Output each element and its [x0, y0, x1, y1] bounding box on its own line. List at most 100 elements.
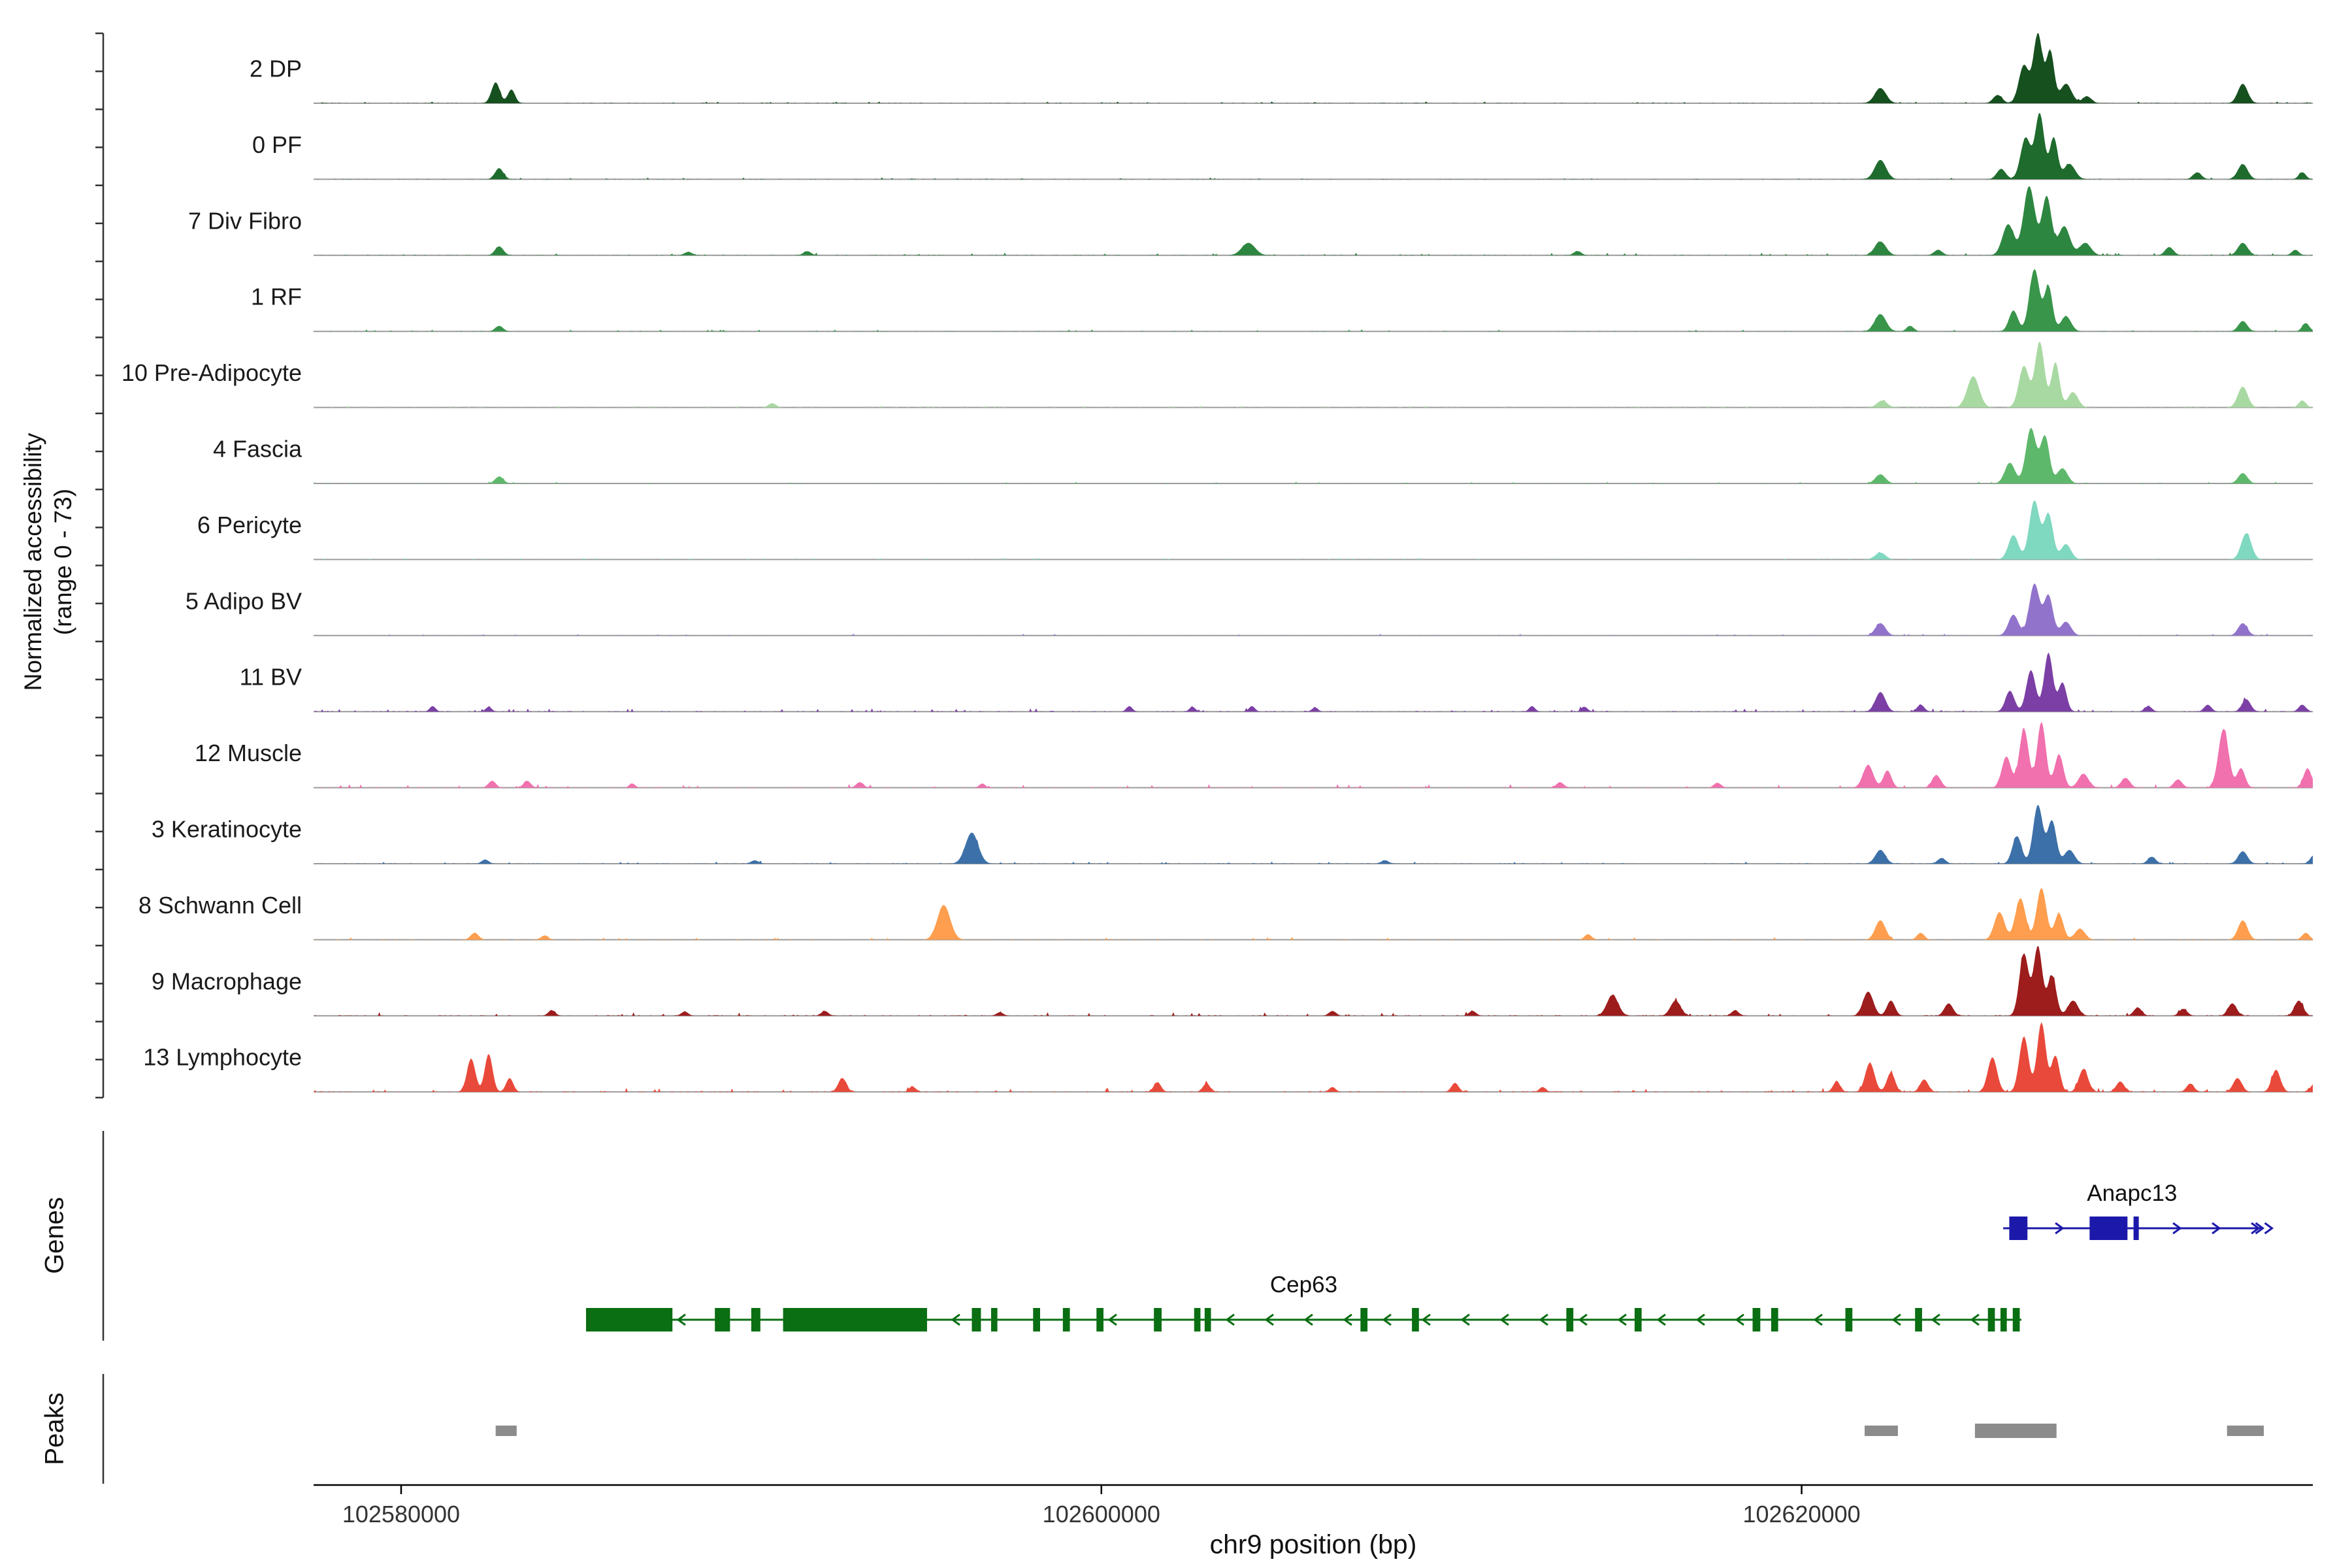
- genes-section-label: Genes: [40, 1197, 69, 1274]
- signal-area: [314, 805, 2313, 864]
- accessibility-track: 4 Fascia: [213, 427, 2313, 484]
- exon-box: [2000, 1308, 2007, 1331]
- strand-arrow-icon: [676, 1313, 686, 1326]
- signal-area: [314, 652, 2313, 712]
- strand-arrow-icon: [2212, 1222, 2221, 1235]
- gene-label: Anapc13: [2087, 1181, 2177, 1206]
- exon-box: [2133, 1217, 2139, 1240]
- exon-box: [783, 1308, 927, 1331]
- gene-label: Cep63: [1270, 1272, 1337, 1298]
- track-label: 6 Pericyte: [197, 512, 302, 538]
- gene-model-anapc13: Anapc13: [2003, 1181, 2274, 1240]
- gene-model-cep63: Cep63: [585, 1272, 2021, 1331]
- exon-box: [1204, 1308, 1211, 1331]
- strand-arrow-icon: [1421, 1313, 1431, 1326]
- exon-box: [1987, 1308, 1995, 1331]
- signal-area: [314, 500, 2313, 560]
- exon-box: [2009, 1217, 2028, 1240]
- signal-area: [314, 1022, 2313, 1092]
- accessibility-track: 5 Adipo BV: [186, 583, 2313, 636]
- exon-box: [1634, 1308, 1642, 1331]
- strand-arrow-icon: [1578, 1313, 1588, 1326]
- strand-arrow-icon: [1107, 1313, 1117, 1326]
- strand-arrow-icon: [1460, 1313, 1470, 1326]
- peak-region-box: [1865, 1426, 1898, 1436]
- track-label: 11 BV: [240, 664, 302, 691]
- accessibility-track: 10 Pre-Adipocyte: [122, 341, 2313, 408]
- strand-arrow-icon: [1656, 1313, 1666, 1326]
- accessibility-track: 7 Div Fibro: [188, 186, 2313, 256]
- strand-arrow-icon: [1499, 1313, 1509, 1326]
- strand-arrow-icon: [2055, 1222, 2065, 1235]
- exon-box: [1845, 1308, 1853, 1331]
- exon-box: [1360, 1308, 1368, 1331]
- track-label: 0 PF: [252, 131, 302, 158]
- accessibility-track: 6 Pericyte: [197, 500, 2313, 561]
- y-axis-label-line2: (range 0 - 73): [50, 488, 76, 636]
- exon-box: [2089, 1217, 2128, 1240]
- signal-area: [314, 186, 2313, 255]
- y-axis-label: Normalized accessibility (range 0 - 73): [18, 433, 78, 691]
- track-label: 10 Pre-Adipocyte: [122, 359, 302, 386]
- track-label: 2 DP: [250, 56, 302, 82]
- exon-box: [1033, 1308, 1040, 1331]
- track-label: 1 RF: [251, 284, 302, 310]
- signal-area: [314, 427, 2313, 483]
- exon-box: [585, 1308, 673, 1331]
- track-label: 5 Adipo BV: [186, 587, 302, 614]
- x-axis: 102580000 102600000 102620000: [314, 1484, 2313, 1527]
- strand-arrow-icon: [1891, 1313, 1901, 1326]
- accessibility-track: 2 DP: [250, 33, 2313, 104]
- strand-arrow-icon: [2172, 1222, 2182, 1235]
- peak-region-box: [495, 1426, 517, 1436]
- exon-box: [1412, 1308, 1419, 1331]
- exon-box: [1194, 1308, 1201, 1331]
- peaks-section-label: Peaks: [40, 1392, 69, 1465]
- exon-box: [990, 1308, 998, 1331]
- strand-arrow-icon: [1931, 1313, 1940, 1326]
- exon-box: [715, 1308, 730, 1331]
- strand-arrow-icon: [1617, 1313, 1627, 1326]
- accessibility-track: 8 Schwann Cell: [139, 887, 2313, 941]
- exon-box: [1771, 1308, 1778, 1331]
- strand-arrow-icon: [2255, 1222, 2265, 1235]
- track-label: 7 Div Fibro: [188, 207, 302, 234]
- signal-area: [314, 33, 2313, 103]
- exon-box: [972, 1308, 981, 1331]
- track-label: 4 Fascia: [213, 436, 302, 463]
- x-tick-label: 102580000: [342, 1501, 460, 1527]
- tracks-axis-bracket: [95, 32, 105, 1099]
- y-axis-label-line1: Normalized accessibility: [20, 433, 46, 691]
- exon-box: [751, 1308, 760, 1331]
- x-axis-label: chr9 position (bp): [1209, 1529, 1417, 1560]
- accessibility-track: 13 Lymphocyte: [143, 1022, 2313, 1093]
- accessibility-track: 12 Muscle: [195, 721, 2313, 789]
- signal-area: [314, 583, 2313, 636]
- x-tick-label: 102600000: [1043, 1501, 1160, 1527]
- strand-arrow-icon: [1539, 1313, 1548, 1326]
- strand-arrow-icon: [2264, 1222, 2274, 1235]
- track-label: 9 Macrophage: [152, 968, 302, 994]
- track-label: 3 Keratinocyte: [152, 816, 302, 843]
- peak-region-box: [1974, 1424, 2057, 1438]
- track-label: 8 Schwann Cell: [139, 892, 302, 919]
- peak-region-box: [2227, 1426, 2264, 1436]
- strand-arrow-icon: [1970, 1313, 1980, 1326]
- exon-box: [1096, 1308, 1103, 1331]
- signal-area: [314, 721, 2313, 788]
- strand-arrow-icon: [1225, 1313, 1235, 1326]
- accessibility-track: 0 PF: [252, 112, 2313, 180]
- exon-box: [1062, 1308, 1070, 1331]
- exon-box: [1915, 1308, 1922, 1331]
- track-label: 12 Muscle: [195, 740, 302, 766]
- strand-arrow-icon: [1343, 1313, 1352, 1326]
- strand-arrow-icon: [1813, 1313, 1823, 1326]
- signal-area: [314, 112, 2313, 180]
- strand-arrow-icon: [1264, 1313, 1274, 1326]
- strand-arrow-icon: [1303, 1313, 1313, 1326]
- strand-arrow-icon: [1382, 1313, 1392, 1326]
- accessibility-track: 11 BV: [240, 652, 2313, 713]
- accessibility-track: 3 Keratinocyte: [152, 805, 2313, 864]
